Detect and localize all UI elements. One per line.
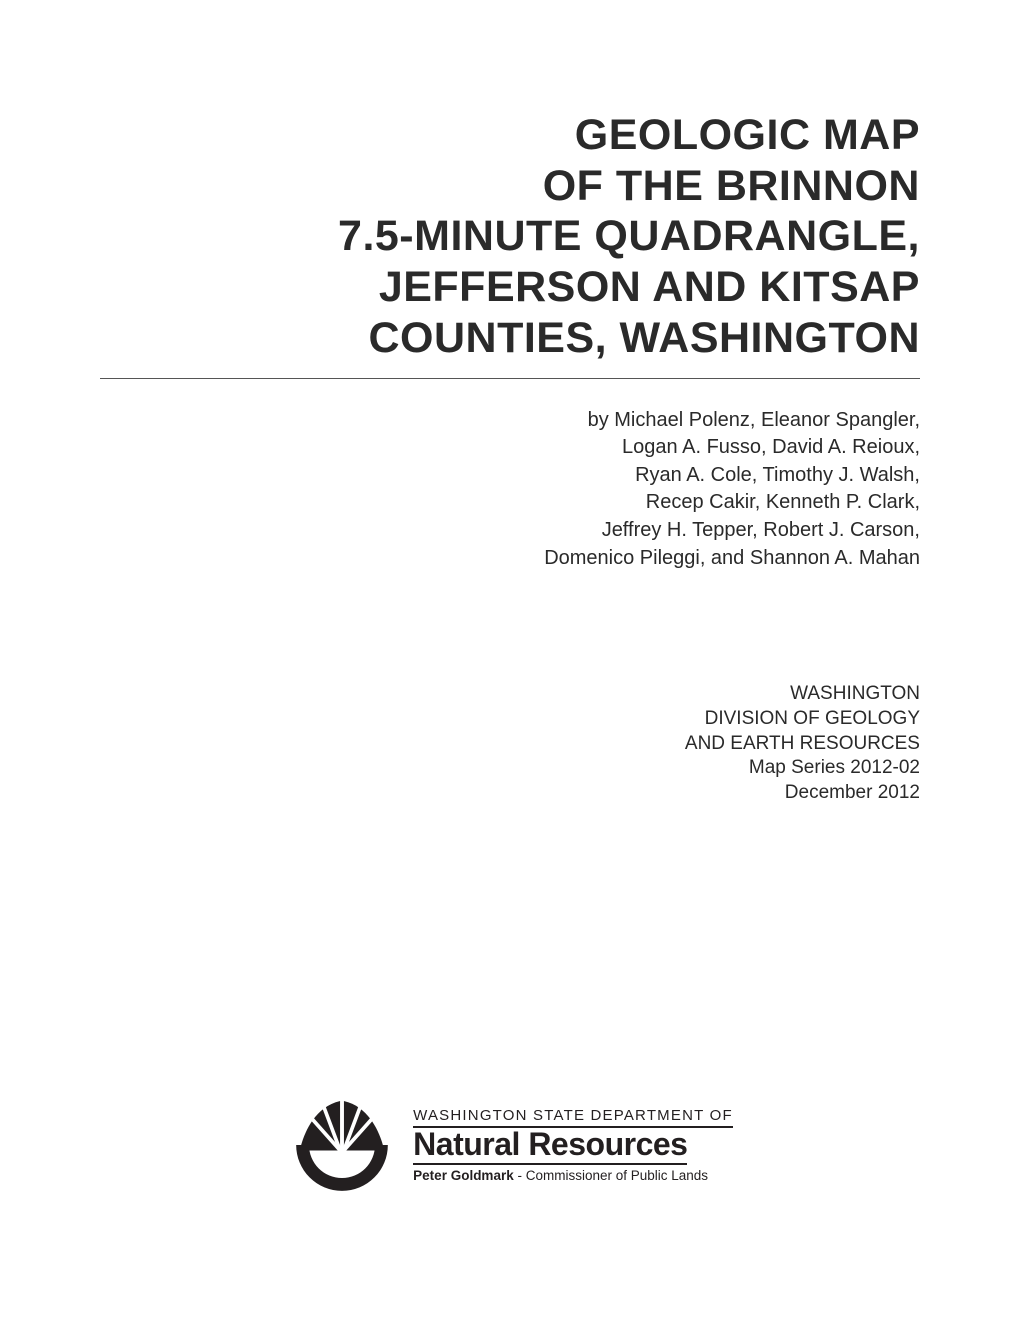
title-line-1: GEOLOGIC MAP [100, 110, 920, 161]
author-line: Ryan A. Cole, Timothy J. Walsh, [100, 462, 920, 490]
commissioner-line: Peter Goldmark - Commissioner of Public … [413, 1168, 708, 1183]
pub-line: Map Series 2012-02 [100, 756, 920, 781]
title-line-3: 7.5-MINUTE QUADRANGLE, [100, 211, 920, 262]
dept-line: WASHINGTON STATE DEPARTMENT OF [413, 1107, 733, 1128]
agency-name: Natural Resources [413, 1128, 687, 1165]
title-line-4: JEFFERSON AND KITSAP [100, 262, 920, 313]
author-line: Recep Cakir, Kenneth P. Clark, [100, 489, 920, 517]
author-line: Jeffrey H. Tepper, Robert J. Carson, [100, 517, 920, 545]
pub-line: DIVISION OF GEOLOGY [100, 707, 920, 732]
title-line-5: COUNTIES, WASHINGTON [100, 313, 920, 364]
agency-logo-block: WASHINGTON STATE DEPARTMENT OF Natural R… [100, 1090, 920, 1200]
authors-block: by Michael Polenz, Eleanor Spangler, Log… [100, 407, 920, 573]
commissioner-title: - Commissioner of Public Lands [514, 1168, 708, 1183]
publication-block: WASHINGTON DIVISION OF GEOLOGY AND EARTH… [100, 682, 920, 805]
commissioner-name: Peter Goldmark [413, 1168, 514, 1183]
author-line: by Michael Polenz, Eleanor Spangler, [100, 407, 920, 435]
title-line-2: OF THE BRINNON [100, 161, 920, 212]
author-line: Logan A. Fusso, David A. Reioux, [100, 434, 920, 462]
pub-line: WASHINGTON [100, 682, 920, 707]
dnr-logo-icon [287, 1090, 397, 1200]
author-line: Domenico Pileggi, and Shannon A. Mahan [100, 545, 920, 573]
agency-logo-text: WASHINGTON STATE DEPARTMENT OF Natural R… [413, 1107, 733, 1183]
pub-line: AND EARTH RESOURCES [100, 732, 920, 757]
title-block: GEOLOGIC MAP OF THE BRINNON 7.5-MINUTE Q… [100, 110, 920, 379]
pub-line: December 2012 [100, 781, 920, 806]
cover-page: GEOLOGIC MAP OF THE BRINNON 7.5-MINUTE Q… [0, 0, 1020, 1320]
